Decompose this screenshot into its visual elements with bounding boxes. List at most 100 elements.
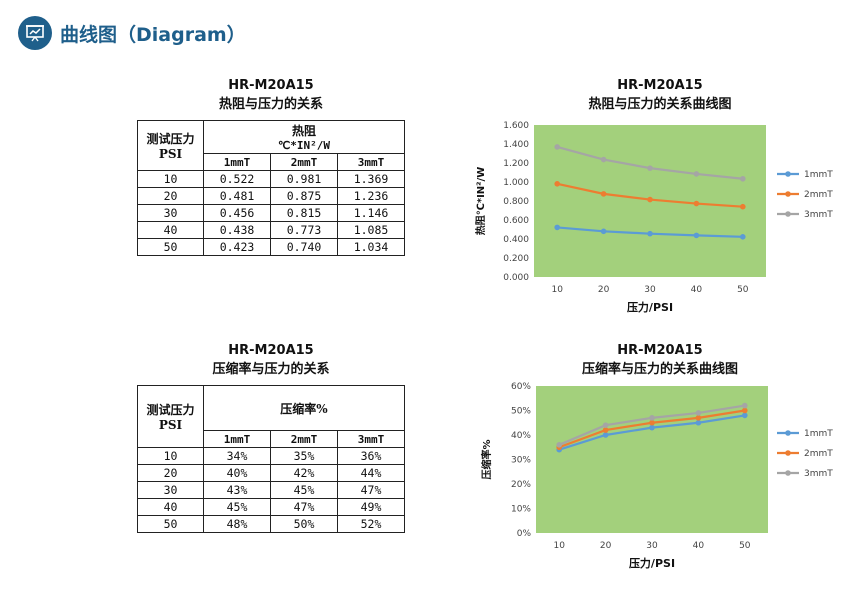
data-point (695, 419, 702, 426)
x-tick-label: 10 (551, 285, 563, 295)
table-row: 30 0.456 0.815 1.146 (137, 204, 405, 222)
y-tick-label: 1.600 (503, 121, 529, 131)
y-tick-label: 10% (511, 505, 531, 515)
data-point (602, 422, 609, 428)
thermal-resistance-table: 测试压力 PSI 热阻 ℃*IN²/W 1mmT 2mmT 3mmT 10 0.5… (137, 120, 405, 256)
data-point (554, 144, 560, 150)
y-tick-label: 0.200 (503, 254, 529, 264)
compression-table-block: HR-M20A15 压缩率与压力的关系 测试压力 PSI 压缩率% 1mmT 2… (137, 341, 405, 533)
y-tick-label: 0.800 (503, 197, 529, 207)
x-tick-label: 20 (598, 285, 610, 295)
legend-marker (785, 211, 791, 217)
page-title: 曲线图（Diagram） (60, 23, 246, 46)
data-point (693, 171, 700, 177)
y-tick-label: 50% (511, 407, 531, 417)
table-row: 50 0.423 0.740 1.034 (137, 238, 405, 256)
compression-table: 测试压力 PSI 压缩率% 1mmT 2mmT 3mmT 10 34% 35% 36%… (137, 385, 405, 533)
pressure-header: 测试压力 PSI (137, 120, 204, 171)
legend-label: 2mmT (804, 449, 833, 459)
chart-title: HR-M20A15 (617, 78, 703, 93)
legend-label: 2mmT (804, 190, 833, 200)
page-header: 曲线图（Diagram） (18, 16, 246, 50)
x-tick-label: 10 (553, 541, 565, 551)
table-row: 40 0.438 0.773 1.085 (137, 221, 405, 239)
y-tick-label: 1.200 (503, 159, 529, 169)
x-tick-label: 30 (646, 541, 658, 551)
y-tick-label: 60% (511, 382, 531, 392)
data-point (600, 228, 607, 235)
compression-chart-block: HR-M20A15 压缩率与压力的关系曲线图 (474, 341, 846, 379)
column-header: 3mmT (337, 430, 405, 448)
data-point (742, 407, 748, 414)
pressure-header: 测试压力 PSI (137, 385, 204, 448)
data-point (647, 230, 653, 237)
legend-marker (785, 470, 791, 476)
y-tick-label: 0.400 (503, 235, 529, 245)
y-tick-label: 0.000 (503, 273, 529, 283)
y-tick-label: 0.600 (503, 216, 529, 226)
data-point (554, 181, 560, 187)
chart-title: HR-M20A15 (617, 343, 703, 358)
table-subtitle: 热阻与压力的关系 (218, 97, 323, 112)
chart-subtitle: 压缩率与压力的关系曲线图 (581, 362, 738, 377)
data-point (556, 442, 562, 448)
legend-marker (785, 450, 791, 456)
table-row: 10 0.522 0.981 1.369 (137, 170, 405, 188)
table-row: 40 45% 47% 49% (137, 498, 405, 516)
data-point (554, 224, 560, 231)
data-point (740, 234, 746, 240)
column-header: 1mmT (203, 430, 271, 448)
value-header: 压缩率% (203, 385, 405, 431)
data-point (693, 232, 700, 239)
column-header: 3mmT (337, 153, 405, 171)
x-tick-label: 20 (600, 541, 612, 551)
chart-subtitle: 热阻与压力的关系曲线图 (588, 97, 732, 112)
data-point (695, 415, 702, 421)
data-point (695, 410, 702, 416)
y-tick-label: 30% (511, 456, 531, 466)
column-header: 1mmT (203, 153, 271, 171)
presentation-chart-icon (18, 16, 52, 50)
legend-marker (785, 430, 791, 436)
data-point (602, 432, 609, 438)
data-point (740, 203, 746, 210)
y-tick-label: 40% (511, 431, 531, 441)
y-tick-label: 1.000 (503, 178, 529, 188)
data-point (600, 191, 607, 197)
x-tick-label: 50 (739, 541, 751, 551)
table-row: 20 0.481 0.875 1.236 (137, 187, 405, 205)
x-tick-label: 40 (691, 285, 703, 295)
y-tick-label: 20% (511, 480, 531, 490)
data-point (647, 196, 653, 203)
legend-label: 1mmT (804, 170, 833, 180)
legend-label: 1mmT (804, 429, 833, 439)
y-axis-label: 压缩率% (480, 439, 493, 479)
x-axis-label: 压力/PSI (627, 300, 673, 314)
x-tick-label: 40 (693, 541, 705, 551)
table-row: 50 48% 50% 52% (137, 515, 405, 533)
legend-label: 3mmT (804, 469, 833, 479)
compression-chart: 0% 10% 20% 30% 40% 50% 60% 10 20 30 40 50 压力/PSI 压缩率%… (480, 382, 833, 570)
x-tick-label: 30 (644, 285, 656, 295)
data-point (740, 175, 746, 182)
table-subtitle: 压缩率与压力的关系 (212, 362, 330, 377)
value-header: 热阻 ℃*IN²/W (203, 120, 405, 154)
x-axis-label: 压力/PSI (629, 556, 675, 570)
table-row: 20 40% 42% 44% (137, 464, 405, 482)
data-point (602, 427, 609, 433)
data-point (649, 419, 655, 426)
legend-marker (785, 191, 791, 197)
y-tick-label: 0% (517, 529, 532, 539)
table-title: HR-M20A15 (228, 78, 314, 93)
data-point (742, 412, 748, 419)
plot-area (536, 386, 768, 533)
legend-label: 3mmT (804, 210, 833, 220)
data-point (742, 402, 748, 409)
data-point (647, 165, 653, 171)
column-header: 2mmT (270, 153, 338, 171)
table-row: 10 34% 35% 36% (137, 447, 405, 465)
thermal-resistance-table-block: HR-M20A15 热阻与压力的关系 测试压力 PSI 热阻 ℃*IN²/W 1… (137, 76, 405, 256)
thermal-resistance-chart-block: HR-M20A15 热阻与压力的关系曲线图 (474, 76, 846, 114)
column-header: 2mmT (270, 430, 338, 448)
y-axis-label: 热阻℃*IN²/W (474, 167, 487, 236)
